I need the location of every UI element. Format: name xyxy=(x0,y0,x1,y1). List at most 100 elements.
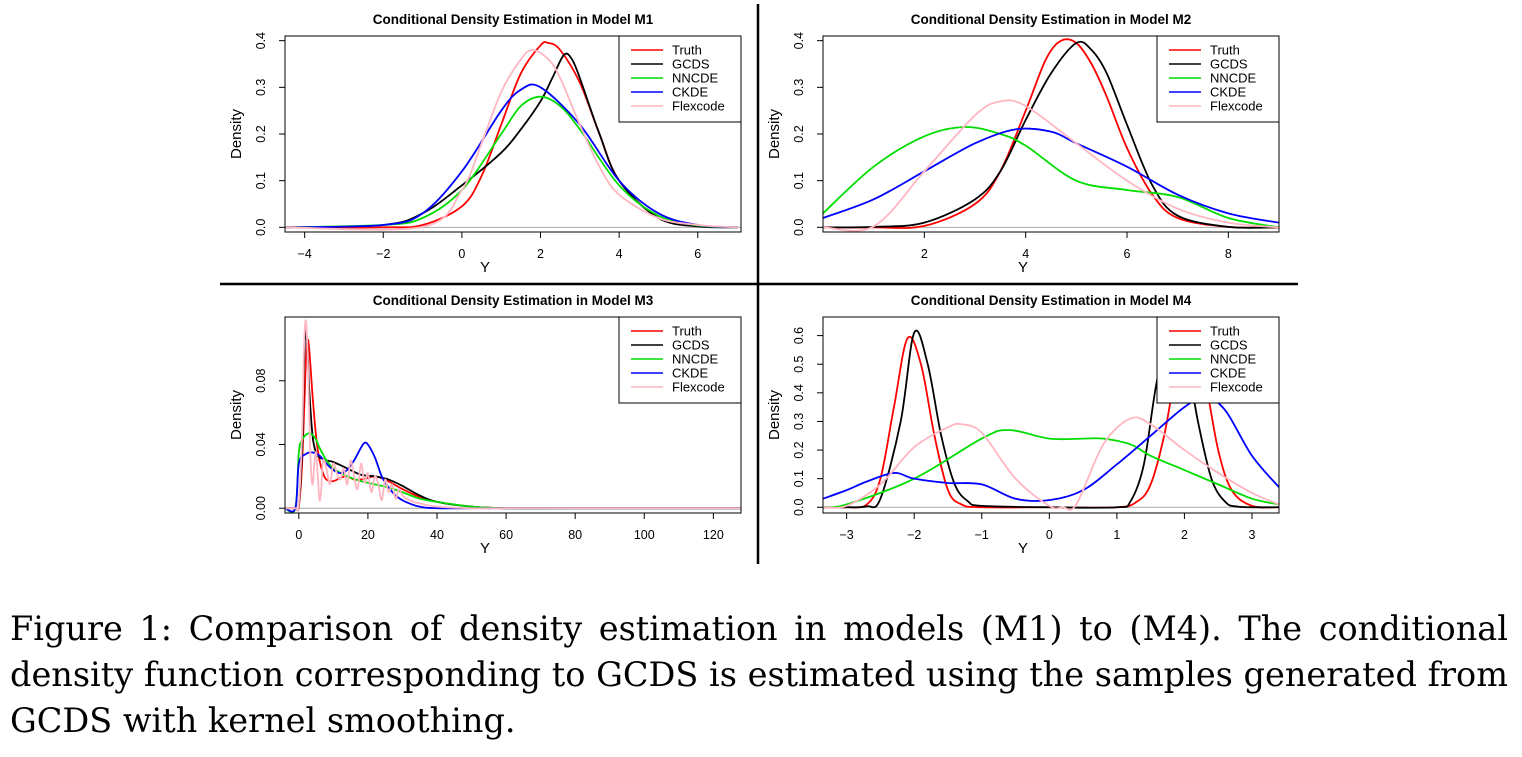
y-tick-label: 0.1 xyxy=(792,172,806,189)
x-tick-label: 2 xyxy=(1181,528,1188,542)
series-line-ckde xyxy=(285,441,741,513)
y-tick-label: 0.2 xyxy=(792,441,806,458)
x-tick-label: 4 xyxy=(616,247,623,261)
series-group xyxy=(823,38,1279,232)
chart-title: Conditional Density Estimation in Model … xyxy=(911,12,1192,27)
x-tick-label: 60 xyxy=(499,528,513,542)
series-line-ckde xyxy=(285,83,738,229)
chart-panel-m2: Conditional Density Estimation in Model … xyxy=(766,12,1280,276)
chart-panel-m1: Conditional Density Estimation in Model … xyxy=(228,12,742,276)
y-axis-label: Density xyxy=(766,108,783,159)
caption-line: Figure 1: Comparison of density estimati… xyxy=(10,609,1508,648)
caption-line: GCDS with kernel smoothing. xyxy=(10,701,516,740)
figure-panel-grid: Conditional Density Estimation in Model … xyxy=(220,4,1298,564)
y-tick-label: 0.0 xyxy=(792,499,806,516)
y-tick-label: 0.4 xyxy=(792,384,806,401)
x-tick-label: 6 xyxy=(694,247,701,261)
y-tick-label: 0.04 xyxy=(254,432,268,456)
chart-panel-m4: Conditional Density Estimation in Model … xyxy=(766,293,1280,557)
y-tick-label: 0.2 xyxy=(254,125,268,142)
legend-label: Flexcode xyxy=(1210,380,1263,395)
x-axis-label: Y xyxy=(480,540,490,557)
caption-line: density function corresponding to GCDS i… xyxy=(10,655,1508,694)
x-tick-label: 0 xyxy=(295,528,302,542)
y-tick-label: 0.08 xyxy=(254,369,268,393)
y-axis-label: Density xyxy=(228,389,245,440)
y-tick-label: 0.3 xyxy=(792,79,806,96)
x-tick-label: 1 xyxy=(1113,528,1120,542)
series-line-flexcode xyxy=(823,99,1279,232)
legend-label: GCDS xyxy=(1210,57,1248,72)
legend-label: CKDE xyxy=(672,85,708,100)
legend-label: CKDE xyxy=(1210,85,1246,100)
legend-label: NNCDE xyxy=(1210,352,1257,367)
x-axis-label: Y xyxy=(480,259,490,276)
x-tick-label: −1 xyxy=(975,528,989,542)
legend-label: GCDS xyxy=(672,338,710,353)
y-tick-label: 0.6 xyxy=(792,327,806,344)
y-axis-label: Density xyxy=(228,108,245,159)
x-tick-label: 0 xyxy=(458,247,465,261)
series-line-ckde xyxy=(823,127,1279,224)
x-axis-label: Y xyxy=(1018,259,1028,276)
x-tick-label: 100 xyxy=(634,528,655,542)
chart-title: Conditional Density Estimation in Model … xyxy=(373,12,654,27)
legend-label: NNCDE xyxy=(1210,71,1257,86)
y-tick-label: 0.00 xyxy=(254,496,268,520)
y-tick-label: 0.0 xyxy=(792,219,806,236)
series-line-nncde xyxy=(285,95,738,229)
chart-panel-m3: Conditional Density Estimation in Model … xyxy=(228,293,742,557)
x-tick-label: 40 xyxy=(430,528,444,542)
legend-label: Truth xyxy=(672,43,702,58)
y-tick-label: 0.2 xyxy=(792,125,806,142)
x-tick-label: 20 xyxy=(361,528,375,542)
legend-label: Truth xyxy=(1210,43,1240,58)
x-tick-label: 80 xyxy=(568,528,582,542)
x-tick-label: 120 xyxy=(703,528,724,542)
legend-label: Truth xyxy=(1210,324,1240,339)
x-tick-label: 8 xyxy=(1225,247,1232,261)
y-tick-label: 0.3 xyxy=(254,79,268,96)
series-line-nncde xyxy=(823,126,1279,229)
legend-label: Truth xyxy=(672,324,702,339)
x-tick-label: 3 xyxy=(1249,528,1256,542)
x-axis-label: Y xyxy=(1018,540,1028,557)
x-tick-label: 0 xyxy=(1046,528,1053,542)
legend-label: Flexcode xyxy=(1210,99,1263,114)
y-tick-label: 0.1 xyxy=(792,470,806,487)
series-line-gcds xyxy=(823,40,1279,229)
chart-title: Conditional Density Estimation in Model … xyxy=(911,293,1192,308)
y-tick-label: 0.5 xyxy=(792,355,806,372)
x-tick-label: −3 xyxy=(840,528,854,542)
series-line-truth xyxy=(823,38,1279,229)
x-tick-label: −2 xyxy=(907,528,921,542)
legend-label: GCDS xyxy=(672,57,710,72)
y-axis-label: Density xyxy=(766,389,783,440)
x-tick-label: 2 xyxy=(921,247,928,261)
y-tick-label: 0.4 xyxy=(792,32,806,49)
y-tick-label: 0.3 xyxy=(792,413,806,430)
figure-caption: Figure 1: Comparison of density estimati… xyxy=(10,606,1508,744)
x-tick-label: 6 xyxy=(1124,247,1131,261)
legend-label: Flexcode xyxy=(672,380,725,395)
legend-label: CKDE xyxy=(672,366,708,381)
x-tick-label: −2 xyxy=(376,247,390,261)
legend-label: GCDS xyxy=(1210,338,1248,353)
chart-title: Conditional Density Estimation in Model … xyxy=(373,293,654,308)
x-tick-label: 4 xyxy=(1022,247,1029,261)
series-line-flexcode xyxy=(823,416,1279,511)
y-tick-label: 0.4 xyxy=(254,32,268,49)
y-tick-label: 0.0 xyxy=(254,219,268,236)
plot-frame xyxy=(284,316,742,514)
series-line-flexcode xyxy=(285,49,738,231)
legend-label: NNCDE xyxy=(672,352,719,367)
x-tick-label: −4 xyxy=(298,247,312,261)
legend-label: Flexcode xyxy=(672,99,725,114)
series-group xyxy=(285,319,741,513)
series-group xyxy=(285,41,738,231)
y-tick-label: 0.1 xyxy=(254,172,268,189)
